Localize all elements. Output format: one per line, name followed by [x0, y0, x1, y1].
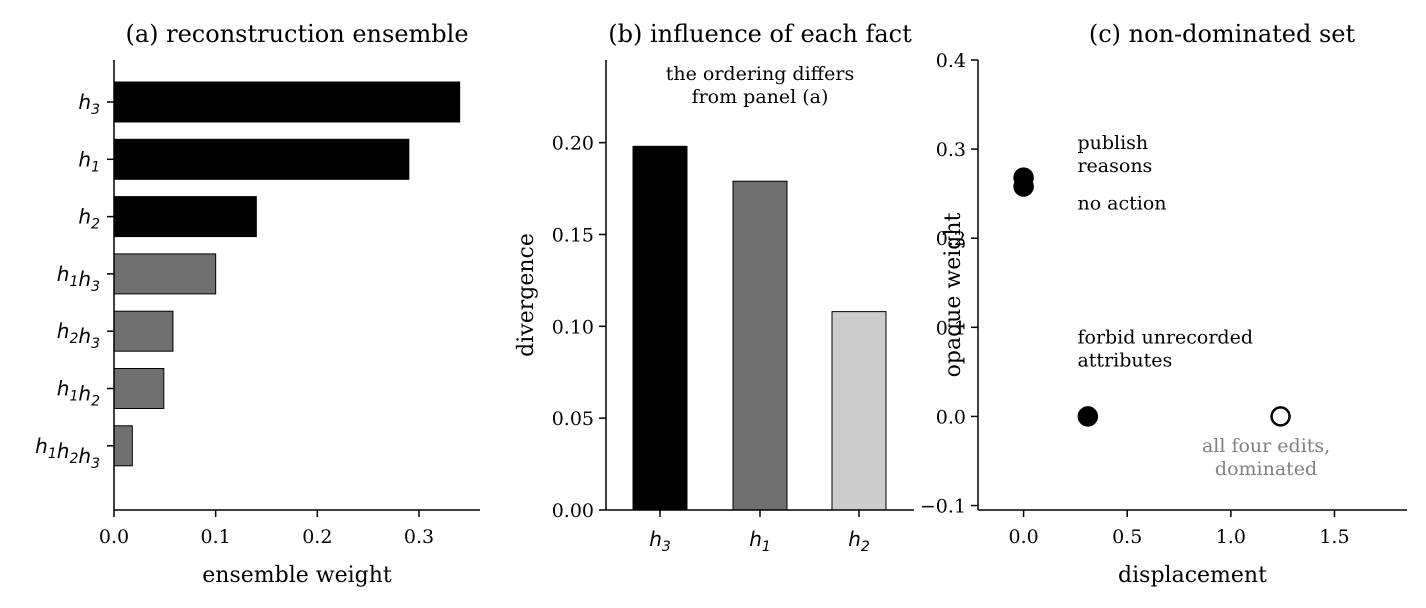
- ytick-label-1: 0.05: [552, 408, 594, 430]
- annotation-3-line-0: all four edits,: [1202, 435, 1330, 457]
- bar-h1h2h3: [113, 425, 133, 467]
- category-label-h1h2: h1h2: [57, 377, 100, 410]
- annotation-3-line-1: dominated: [1215, 458, 1317, 480]
- ytick-label-2: 0.1: [936, 317, 966, 339]
- bar-h1h2: [113, 368, 165, 409]
- panel-a-ensemble-chart: (a) reconstruction ensemble h3h1h2h1h3h2…: [35, 20, 480, 588]
- bar-h2h3: [113, 310, 174, 352]
- category-label-h1: h1: [749, 527, 771, 555]
- panel-a-title: (a) reconstruction ensemble: [125, 20, 468, 48]
- category-label-h2: h2: [78, 205, 100, 233]
- ytick-label-3: 0.15: [552, 224, 594, 246]
- y-axis-label: opaque weight: [941, 213, 966, 378]
- category-label-h1h3: h1h3: [57, 262, 100, 295]
- ytick-label-0: 0.00: [552, 500, 594, 522]
- bar-h1: [113, 138, 410, 180]
- bar-h3: [632, 145, 688, 511]
- ytick-label-0: −0.1: [920, 496, 966, 518]
- category-label-h3: h3: [649, 527, 671, 555]
- xtick-label-0: 0.0: [99, 526, 129, 548]
- xtick-label-1: 0.5: [1112, 526, 1142, 548]
- annotation-line-0: the ordering differs: [666, 63, 855, 85]
- annotation-1-line-0: no action: [1077, 193, 1166, 215]
- ytick-label-4: 0.3: [936, 139, 966, 161]
- x-axis-label: ensemble weight: [202, 563, 392, 588]
- category-label-h3: h3: [78, 90, 100, 118]
- panel-c-title: (c) non-dominated set: [1089, 20, 1356, 48]
- xtick-label-2: 0.2: [302, 526, 332, 548]
- xtick-label-1: 0.1: [201, 526, 231, 548]
- annotation-0-line-0: publish: [1077, 132, 1148, 154]
- panel-b-influence-chart: (b) influence of each fact h3 h1 h2 0.00 0.0…: [514, 20, 914, 555]
- xtick-label-0: 0.0: [1008, 526, 1038, 548]
- annotation-0-line-1: reasons: [1077, 155, 1152, 177]
- ytick-label-4: 0.20: [552, 133, 594, 155]
- x-axis-label: displacement: [1118, 563, 1267, 588]
- bar-h1: [732, 180, 788, 511]
- xtick-label-3: 1.5: [1319, 526, 1349, 548]
- bar-h1h3: [113, 253, 217, 295]
- xtick-label-3: 0.3: [404, 526, 434, 548]
- category-label-h2h3: h2h3: [57, 319, 100, 352]
- scatter-point-3: [1270, 406, 1291, 427]
- scatter-point-2: [1077, 406, 1099, 427]
- bar-h2: [831, 311, 887, 511]
- category-label-h1: h1: [78, 147, 100, 175]
- annotation-2-line-1: attributes: [1077, 349, 1172, 371]
- ytick-label-3: 0.2: [936, 228, 966, 250]
- xtick-label-2: 1.0: [1216, 526, 1246, 548]
- panel-c-nondominated-chart: (c) non-dominated set 0.0 0.5 1.0 1.5 −0.1 0.…: [920, 20, 1407, 588]
- panel-b-title: (b) influence of each fact: [608, 20, 912, 48]
- ytick-label-1: 0.0: [936, 406, 966, 428]
- category-label-h1h2h3: h1h2h3: [35, 434, 100, 472]
- ytick-label-2: 0.10: [552, 316, 594, 338]
- scatter-point-1: [1013, 176, 1034, 197]
- bar-h2: [113, 196, 257, 238]
- y-axis-label: divergence: [514, 233, 539, 357]
- bar-h3: [113, 81, 461, 123]
- annotation-2-line-0: forbid unrecorded: [1077, 326, 1253, 348]
- ytick-label-5: 0.4: [936, 50, 966, 72]
- category-label-h2: h2: [848, 527, 870, 555]
- annotation-line-1: from panel (a): [692, 86, 829, 108]
